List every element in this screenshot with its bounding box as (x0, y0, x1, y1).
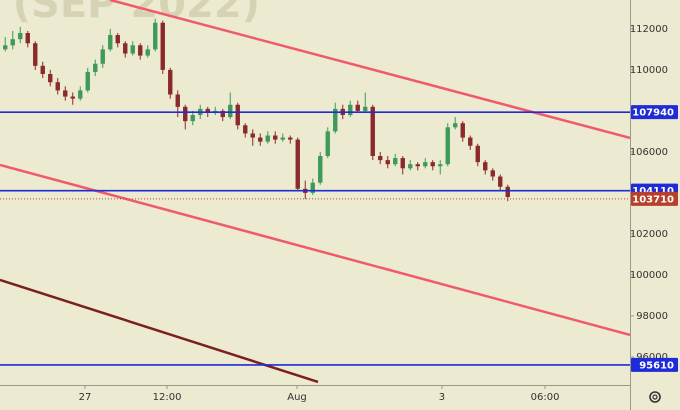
candle-body (415, 164, 420, 167)
candle-body (438, 164, 443, 167)
candle-body (295, 139, 300, 189)
candle-body (93, 63, 98, 72)
candle-body (55, 82, 60, 91)
candle-body (138, 45, 143, 56)
y-tick-label: 98000 (636, 311, 668, 322)
candle-body (498, 176, 503, 187)
candle-body (145, 49, 150, 56)
candle-body (250, 133, 255, 138)
candle-body (243, 125, 248, 134)
y-tick-label: 102000 (630, 229, 668, 240)
candle-body (153, 22, 158, 50)
level-label-box (631, 105, 678, 120)
candle-body (33, 43, 38, 66)
level-label: 107940 (632, 108, 674, 119)
candle-body (355, 104, 360, 111)
candle-body (40, 65, 45, 75)
candle-body (363, 106, 368, 111)
x-tick-label: 27 (79, 392, 92, 403)
candle-body (85, 71, 90, 91)
candle-body (460, 123, 465, 138)
candle-body (108, 35, 113, 50)
candle-body (130, 45, 135, 54)
candle-body (3, 45, 8, 50)
candle-body (490, 170, 495, 177)
candle-body (160, 22, 165, 70)
candle-body (123, 43, 128, 54)
candle-body (378, 156, 383, 161)
candle-body (235, 104, 240, 126)
candle-body (468, 137, 473, 146)
candle-body (280, 137, 285, 140)
candle-body (325, 131, 330, 157)
candle-body (63, 90, 68, 97)
candle-body (10, 39, 15, 46)
candle-body (505, 186, 510, 198)
y-tick-label: 106000 (630, 147, 668, 158)
trend-line (109, 0, 630, 140)
candle-body (258, 137, 263, 142)
level-label-box (631, 357, 678, 372)
x-tick-label: 06:00 (531, 392, 560, 403)
candle-body (393, 158, 398, 165)
candle-body (115, 35, 120, 44)
level-label: 104110 (632, 186, 674, 197)
candle-body (183, 106, 188, 122)
candle-body (48, 74, 53, 83)
candle-body (78, 90, 83, 99)
candle-body (385, 160, 390, 165)
candle-body (483, 162, 488, 171)
candle-body (310, 182, 315, 193)
candle-body (333, 108, 338, 132)
settings-icon[interactable] (649, 391, 661, 403)
candle-body (273, 135, 278, 140)
candle-body (70, 96, 75, 99)
candle-body (445, 127, 450, 165)
level-label: 103710 (632, 194, 674, 205)
candle-body (408, 164, 413, 169)
candle-body (18, 33, 23, 40)
candle-body (265, 135, 270, 142)
candle-body (205, 108, 210, 113)
candle-body (220, 110, 225, 118)
level-label-box (631, 191, 678, 206)
candle-body (348, 104, 353, 116)
candle-body (475, 145, 480, 163)
candle-body (25, 33, 30, 44)
x-tick-label: Aug (287, 392, 307, 403)
level-label: 95610 (639, 360, 674, 371)
y-tick-label: 100000 (630, 270, 668, 281)
candle-body (318, 156, 323, 183)
x-tick-label: 12:00 (153, 392, 182, 403)
candle-body (175, 94, 180, 107)
candle-body (168, 69, 173, 95)
plot-area (0, 0, 630, 384)
candle-body (453, 123, 458, 128)
y-tick-label: 112000 (630, 24, 668, 35)
x-tick-label: 3 (439, 392, 445, 403)
y-tick-label: 110000 (630, 65, 668, 76)
candle-body (228, 104, 233, 118)
y-tick-label: 96000 (636, 352, 668, 363)
candle-body (423, 162, 428, 167)
trend-line (0, 163, 630, 337)
candle-body (190, 115, 195, 122)
candle-body (288, 137, 293, 140)
axes: 9600098000100000102000104000106000108000… (79, 24, 678, 403)
candle-body (100, 49, 105, 64)
candle-body (370, 106, 375, 157)
candle-body (430, 162, 435, 167)
candle-body (400, 158, 405, 169)
